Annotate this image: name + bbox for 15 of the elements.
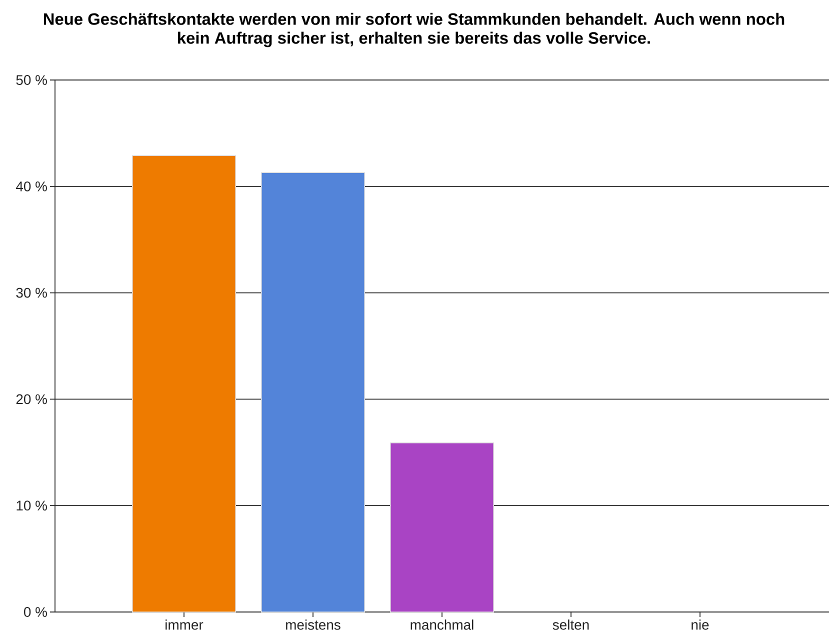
x-tick-label: selten	[552, 620, 589, 630]
y-tick-label: 20 %	[16, 394, 47, 404]
y-tick-label: 50 %	[16, 75, 47, 85]
bar	[390, 442, 494, 612]
y-tick-label: 10 %	[16, 500, 47, 511]
x-tick-label: immer	[166, 620, 204, 630]
chart-title: Neue Geschäftskontakte werden von mir sofort wie Stammkunden behandelt. Auch wenn noch kein Auftrag sicher ist, erhalten sie bereits das volle Service.	[44, 12, 784, 48]
y-tick-label: 30 %	[16, 288, 47, 298]
x-tick-label: nie	[692, 620, 709, 630]
x-tick-label: manchmal	[410, 620, 474, 630]
bar	[261, 172, 365, 612]
y-tick-label: 0 %	[24, 607, 47, 617]
bar	[132, 155, 236, 612]
y-tick-label: 40 %	[16, 181, 47, 192]
x-tick-label: meistens	[286, 620, 340, 630]
